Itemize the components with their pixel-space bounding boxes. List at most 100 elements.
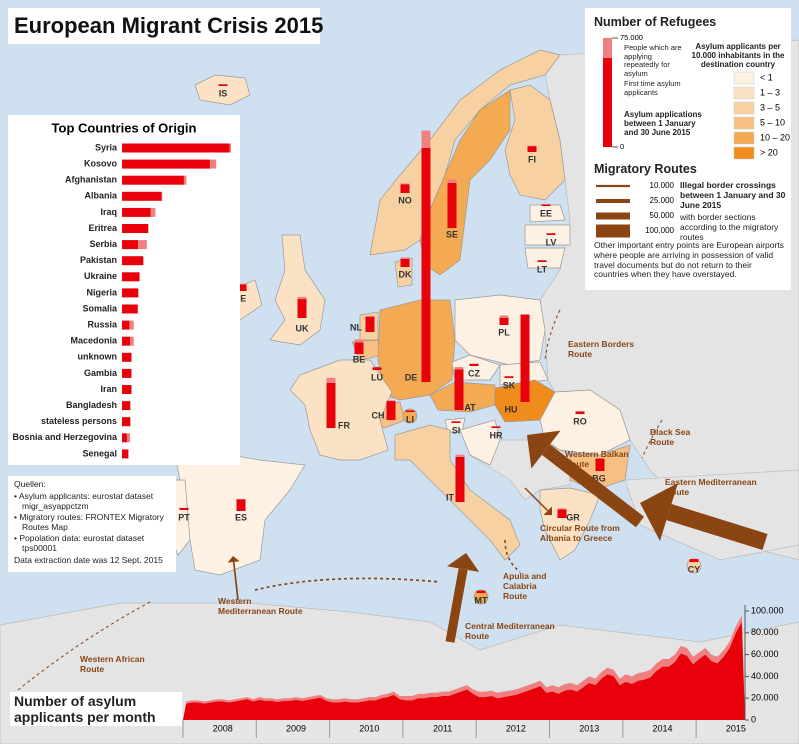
route-label: Eastern Borders Route [568,339,635,359]
density-swatch [733,131,755,145]
density-label: < 1 [760,72,773,82]
country-code: IE [238,293,247,303]
origin-name: Nigeria [86,287,118,297]
origin-name: Syria [95,142,118,152]
origin-first-bar [122,385,132,394]
country-code: DK [399,269,412,279]
route-line [17,601,151,691]
origin-name: Kosovo [84,158,118,168]
route-arrow [541,444,645,528]
sources-panel [8,476,176,572]
origin-name: Senegal [82,448,117,458]
origin-repeat-bar [139,272,140,282]
year-label: 2015 [726,723,746,733]
origin-name: stateless persons [41,416,117,426]
country-code: NO [398,195,412,205]
repeat-bar [557,508,567,510]
period-note: Asylum applications between 1 January an… [624,110,702,138]
route-line [544,309,561,361]
origin-name: Ukraine [84,271,117,281]
repeat-note: People which are applying repeatedly for… [624,43,682,78]
route-arrow [524,487,549,512]
country-code: CH [372,410,385,420]
year-label: 2012 [506,723,526,733]
repeat-bar [365,315,375,317]
origin-first-bar [122,401,131,411]
country-code: LT [537,264,548,274]
density-label: 1 – 3 [760,87,780,97]
origin-first-bar [122,304,138,314]
route-label: Circular Route from Albania to Greece [540,523,620,543]
origin-repeat-bar [130,336,134,346]
first-time-bar [491,426,501,428]
year-label: 2008 [213,723,233,733]
first-time-bar [405,410,415,412]
origin-name: Russia [87,319,118,329]
origin-repeat-bar [143,256,144,266]
country-code: UK [296,323,309,333]
first-time-bar [365,316,375,332]
repeat-bar [386,400,396,402]
country-area [524,247,566,269]
country-code: HU [505,404,518,414]
y-tick-label: 20.000 [751,693,779,703]
origin-repeat-bar [229,143,231,153]
origin-name: Serbia [89,239,118,249]
first-time-bar [537,260,547,262]
airport-note: Other important entry points are Europea… [594,240,784,280]
first-time-bar [400,258,410,267]
route-arrowhead [640,483,679,542]
first-time-bar [476,590,486,593]
first-time-bar [504,376,514,378]
first-time-bar [447,182,457,228]
first-time-bar [499,317,509,325]
country-code: SE [446,229,458,239]
routes-note: Illegal border crossings between 1 Janua… [680,180,786,210]
first-time-bar [527,146,537,152]
first-time-bar [400,184,410,193]
y-tick-label: 80.000 [751,627,779,637]
year-label: 2014 [653,723,673,733]
route-label: Western Balkan Route [565,449,629,469]
origin-first-bar [122,352,132,362]
country-code: SI [452,425,461,435]
origin-repeat-bar [150,207,156,217]
country-code: NL [350,322,362,332]
year-label: 2011 [433,723,452,733]
country-area [539,487,601,561]
origin-first-bar [122,417,131,427]
repeat-bar [499,315,509,318]
first-time-bar [454,369,464,410]
country-code: GR [566,512,580,522]
legend-bar [603,38,612,147]
first-time-bar [546,233,556,235]
origin-first-bar [122,256,144,266]
first-time-bar [689,559,699,562]
first-time-bar [451,421,461,423]
origin-repeat-bar [209,159,217,169]
origin-name: Iran [100,384,117,394]
source-item: • Asylum applicants: eurostat dataset mi… [14,491,154,511]
repeat-bar [326,377,336,383]
origin-name: Albania [84,191,118,201]
route-label: Eastern Mediterranean Route [665,477,757,497]
origin-repeat-bar [148,224,149,233]
origin-repeat-bar [138,240,147,250]
country-code: AT [464,402,476,412]
refugees-title: Number of Refugees [594,15,717,29]
first-time-bar [575,411,585,414]
origin-repeat-bar [129,320,134,330]
legend-repeat-bar [603,38,612,58]
sources-date: Data extraction date was 12 Sept. 2015 [14,555,163,565]
country-code: BE [353,354,366,364]
sources-title: Quellen: [14,479,46,489]
first-time-bar [372,367,382,370]
origin-name: Somalia [82,303,118,313]
density-swatch [733,146,755,160]
origin-repeat-bar [128,449,129,459]
country-code: LI [406,414,414,424]
country-area [269,234,326,346]
legend-panel [585,8,791,290]
first-time-bar [595,458,605,471]
